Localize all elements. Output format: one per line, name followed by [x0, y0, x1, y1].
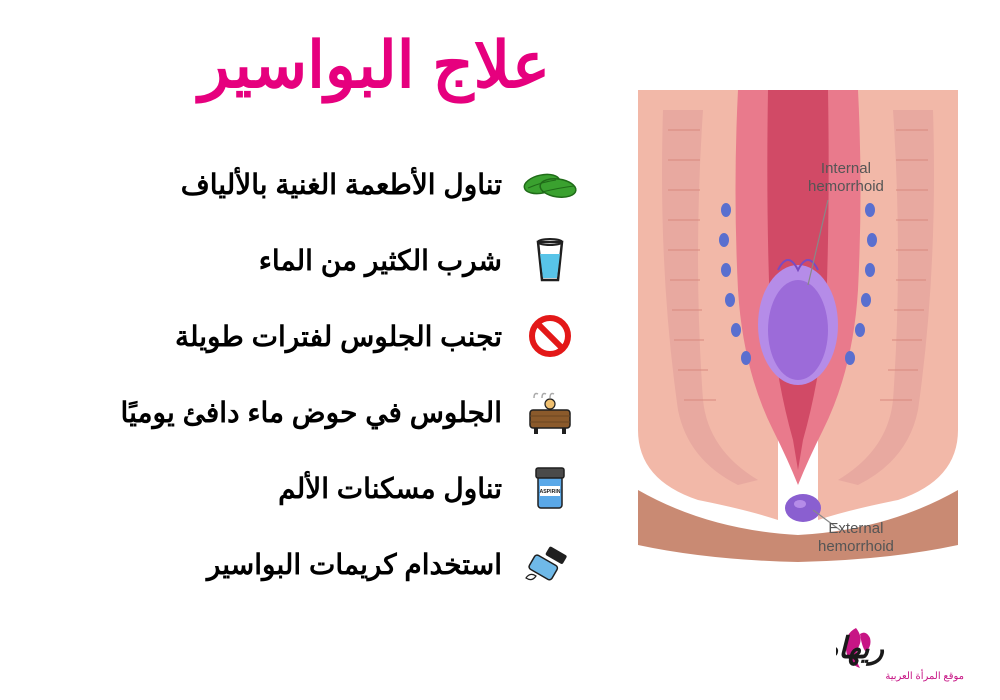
anatomy-diagram: Internalhemorrhoid Externalhemorrhoid: [608, 90, 988, 570]
aspirin-label: ASPIRIN: [539, 489, 560, 495]
tip-text: شرب الكثير من الماء: [259, 244, 502, 277]
aspirin-icon: ASPIRIN: [520, 464, 580, 512]
tips-list: تناول الأطعمة الغنية بالألياف شرب الكثير…: [20, 160, 580, 588]
tip-row: استخدام كريمات البواسير: [20, 540, 580, 588]
tip-text: تناول مسكنات الألم: [278, 472, 502, 505]
logo-subtitle: موقع المرأة العربية: [885, 671, 964, 682]
water-glass-icon: [520, 236, 580, 284]
page-title: علاج البواسير: [199, 28, 550, 103]
tip-row: شرب الكثير من الماء: [20, 236, 580, 284]
svg-text:ريهام: ريهام: [836, 632, 885, 666]
label-external-hemorrhoid: Externalhemorrhoid: [818, 520, 894, 556]
tip-row: ASPIRIN تناول مسكنات الألم: [20, 464, 580, 512]
leaves-icon: [520, 160, 580, 208]
tip-text: تناول الأطعمة الغنية بالألياف: [181, 168, 502, 201]
site-logo: ريهام موقع المرأة العربية: [836, 616, 986, 686]
tip-row: تجنب الجلوس لفترات طويلة: [20, 312, 580, 360]
tip-row: الجلوس في حوض ماء دافئ يوميًا: [20, 388, 580, 436]
cream-tube-icon: [520, 540, 580, 588]
label-internal-hemorrhoid: Internalhemorrhoid: [808, 160, 884, 196]
tip-text: الجلوس في حوض ماء دافئ يوميًا: [121, 396, 502, 429]
tip-row: تناول الأطعمة الغنية بالألياف: [20, 160, 580, 208]
tip-text: استخدام كريمات البواسير: [207, 548, 502, 581]
tip-text: تجنب الجلوس لفترات طويلة: [175, 320, 502, 353]
no-sign-icon: [520, 312, 580, 360]
bath-icon: [520, 388, 580, 436]
